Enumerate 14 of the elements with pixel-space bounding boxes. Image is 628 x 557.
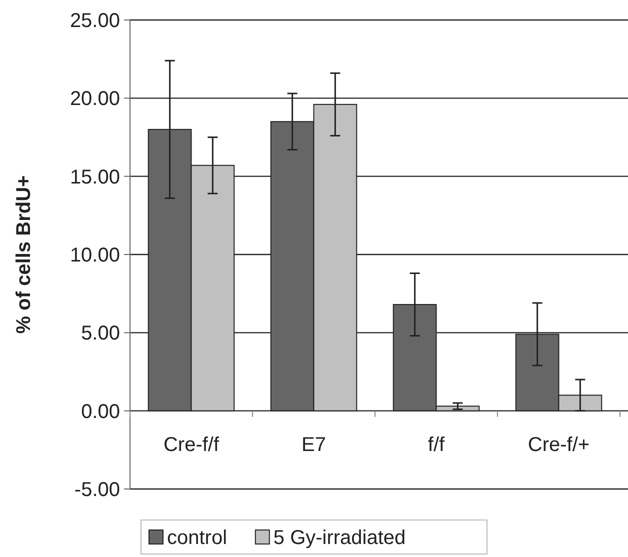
x-tick-label: E7 xyxy=(302,434,326,456)
x-tick-label: Cre-f/f xyxy=(163,434,220,456)
y-tick-label: 20.00 xyxy=(70,88,120,110)
x-tick-label: Cre-f/+ xyxy=(528,434,590,456)
y-tick-label: 10.00 xyxy=(70,244,120,266)
y-tick-label: 15.00 xyxy=(70,166,120,188)
legend-label: 5 Gy-irradiated xyxy=(273,527,406,549)
y-axis-title: % of cells BrdU+ xyxy=(13,175,35,334)
y-tick-label: 0.00 xyxy=(81,400,120,423)
y-tick-label: -5.00 xyxy=(74,479,120,501)
y-tick-label: 25.00 xyxy=(70,10,120,32)
legend-label: control xyxy=(167,527,228,549)
y-tick-label: 5.00 xyxy=(81,322,120,345)
x-tick-label: f/f xyxy=(428,434,446,456)
